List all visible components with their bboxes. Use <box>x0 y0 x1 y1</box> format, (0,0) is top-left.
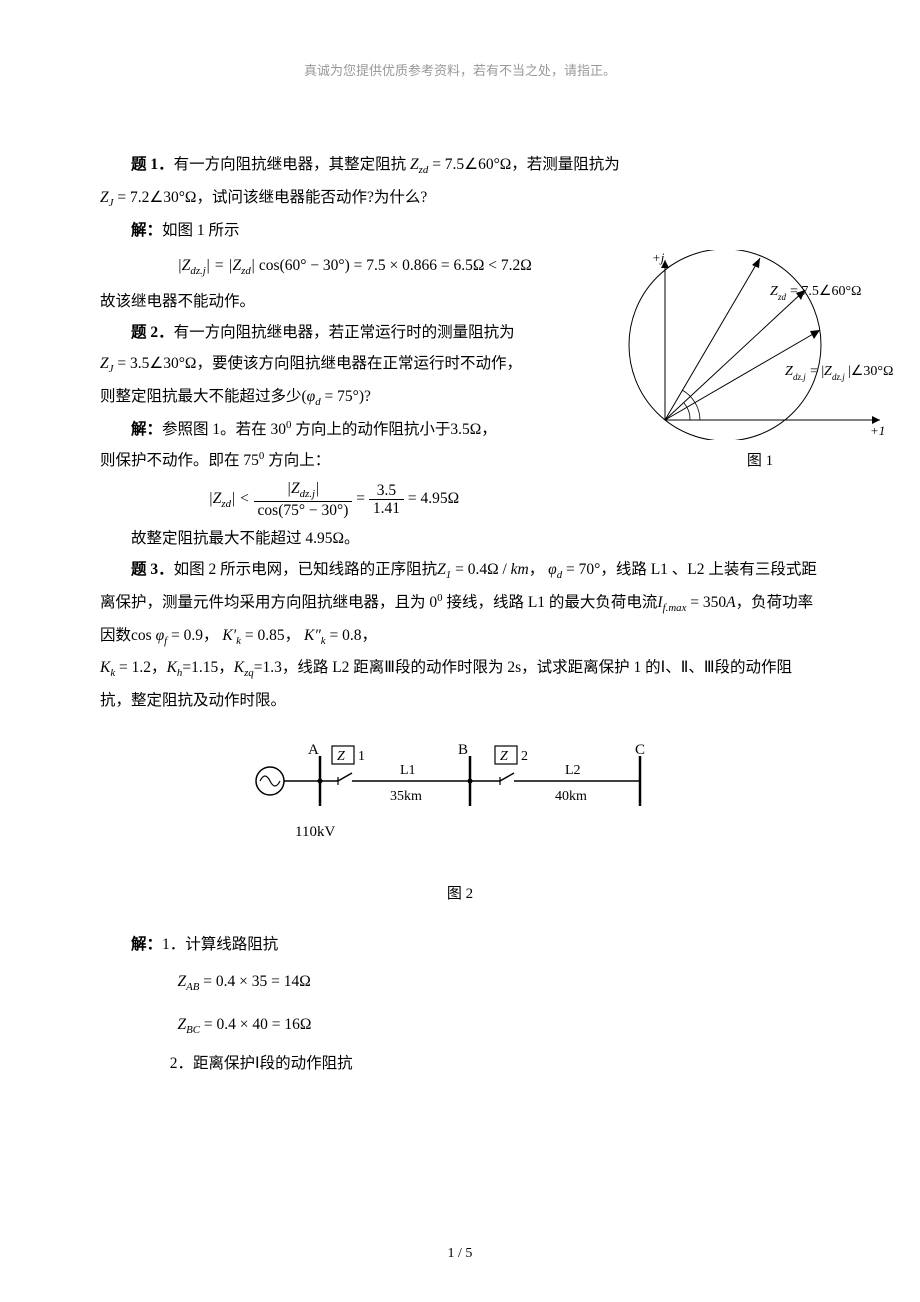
q2-t2: ，要使该方向阻抗继电器在正常运行时不动作， <box>196 355 522 372</box>
q2-sol-t1b: 方向上的动作阻抗小于 <box>291 421 450 438</box>
svg-text:L1: L1 <box>400 763 416 778</box>
q2-eq2: φd = 75° <box>307 388 359 405</box>
svg-text:35km: 35km <box>390 789 422 804</box>
q1-sol-label: 解： <box>131 222 162 239</box>
q1-sol-eq: |Zdz.j| = |Zzd| cos(60° − 30°) = 7.5 × 0… <box>100 250 600 283</box>
q3-eq3: If.max = 350A <box>657 594 735 611</box>
q3-t4: 接线，线路 L1 的最大负荷电流 <box>443 594 658 611</box>
svg-text:Z: Z <box>824 364 832 379</box>
q2-sol-label: 解： <box>131 421 162 438</box>
svg-text:40km: 40km <box>555 789 587 804</box>
page-number: 1 / 5 <box>0 1246 920 1262</box>
q1-label: 题 1． <box>131 156 174 173</box>
q2-line3: 则整定阻抗最大不能超过多少(φd = 75°)? <box>100 381 600 414</box>
header-note: 真诚为您提供优质参考资料，若有不当之处，请指正。 <box>100 60 820 79</box>
q3-sol-head: 解：1．计算线路阻抗 <box>100 929 820 960</box>
q2-sol-t1: 参照图 1。若在 30 <box>162 421 286 438</box>
svg-text:dz.j: dz.j <box>793 372 806 382</box>
svg-text:|∠30°Ω: |∠30°Ω <box>848 364 893 379</box>
svg-text:Z: Z <box>337 749 345 764</box>
q2-line1: 题 2．有一方向阻抗继电器，若正常运行时的测量阻抗为 <box>100 317 600 348</box>
q3-sol1-eq1: ZAB = 0.4 × 35 = 14Ω <box>100 966 820 999</box>
q1-t1: 有一方向阻抗继电器，其整定阻抗 <box>174 156 407 173</box>
q2-conclusion: 故整定阻抗最大不能超过 4.95Ω。 <box>100 523 820 554</box>
q2-label: 题 2． <box>131 324 174 341</box>
figure-2: A Z 1 L1 35km B Z 2 <box>100 736 820 909</box>
q1-conclusion: 故该继电器不能动作。 <box>100 286 600 317</box>
q3-eq1: Z1 = 0.4Ω / km <box>437 561 529 578</box>
q3-line3: Kk = 1.2，Kh=1.15，Kzq=1.3，线路 L2 距离Ⅲ段的动作时限… <box>100 652 820 716</box>
q3-label: 题 3． <box>131 561 174 578</box>
q3-line1: 题 3．如图 2 所示电网，已知线路的正序阻抗Z1 = 0.4Ω / km， φ… <box>100 554 820 652</box>
svg-text:+j: +j <box>652 250 665 265</box>
q2-sol-eq1: 3.5Ω <box>450 421 481 438</box>
q3-t9: ， <box>151 659 167 676</box>
svg-text:1: 1 <box>358 749 365 764</box>
svg-text:L2: L2 <box>565 763 581 778</box>
q3-t7: ， <box>285 627 301 644</box>
svg-text:zd: zd <box>777 292 787 302</box>
svg-text:110kV: 110kV <box>295 824 335 840</box>
q2-sol-t2: 则保护不动作。即在 75 <box>100 452 259 469</box>
q2-line2: ZJ = 3.5∠30°Ω，要使该方向阻抗继电器在正常运行时不动作， <box>100 348 600 381</box>
svg-text:B: B <box>458 742 468 758</box>
q3-t1: 如图 2 所示电网，已知线路的正序阻抗 <box>174 561 438 578</box>
impedance-circle-diagram: +j +1 Z zd = 7.5∠60°Ω Z dz.j = | Z <box>605 250 915 440</box>
q2-eq1: ZJ = 3.5∠30°Ω <box>100 355 196 372</box>
q1-solution-wrap: 解：如图 1 所示 |Zdz.j| = |Zzd| cos(60° − 30°)… <box>100 215 600 445</box>
q3-t8: ， <box>362 627 378 644</box>
svg-text:= 7.5∠60°Ω: = 7.5∠60°Ω <box>790 284 861 299</box>
figure-1-caption: 图 1 <box>605 449 915 470</box>
q3-eq6: K″k = 0.8 <box>304 627 362 644</box>
q2-t4: )? <box>359 388 371 405</box>
bus-a-label: A <box>308 742 319 758</box>
svg-text:2: 2 <box>521 749 528 764</box>
q3-t10: ， <box>218 659 234 676</box>
figure-1: +j +1 Z zd = 7.5∠60°Ω Z dz.j = | Z <box>605 250 915 460</box>
q1-eq2: ZJ = 7.2∠30°Ω <box>100 189 196 206</box>
q2-sol-line1: 解：参照图 1。若在 300 方向上的动作阻抗小于3.5Ω， <box>100 414 600 445</box>
q1-t2: ，若测量阻抗为 <box>511 156 620 173</box>
q2-sol-frac: |Zzd| < |Zdz.j|cos(75° − 30°) = 3.51.41 … <box>100 480 820 519</box>
q3-eq8: Kh=1.15 <box>167 659 219 676</box>
q1-line1: 题 1．有一方向阻抗继电器，其整定阻抗 Zzd = 7.5∠60°Ω，若测量阻抗… <box>100 149 820 182</box>
q1-sol-head: 解：如图 1 所示 <box>100 215 600 246</box>
q3-t2: ， <box>529 561 545 578</box>
svg-text:Z: Z <box>785 364 793 379</box>
q3-t6: ， <box>203 627 219 644</box>
q3-eq2: φd = 70° <box>548 561 600 578</box>
q3-eq4: cos φf = 0.9 <box>131 627 203 644</box>
q1-line2: ZJ = 7.2∠30°Ω，试问该继电器能否动作?为什么? <box>100 182 820 215</box>
q3-sol2-label: 2．距离保护Ⅰ段的动作阻抗 <box>100 1048 820 1079</box>
figure-2-caption: 图 2 <box>100 879 820 909</box>
q1-t3: ，试问该继电器能否动作?为什么? <box>196 189 427 206</box>
svg-text:dz.j: dz.j <box>832 372 845 382</box>
q2-sol-t1c: ， <box>481 421 497 438</box>
q2-t3: 则整定阻抗最大不能超过多少( <box>100 388 307 405</box>
svg-text:Z: Z <box>770 284 778 299</box>
q2-t1: 有一方向阻抗继电器，若正常运行时的测量阻抗为 <box>174 324 515 341</box>
page: 真诚为您提供优质参考资料，若有不当之处，请指正。 +j +1 <box>0 0 920 1302</box>
q1-sol-ref: 如图 1 所示 <box>162 222 240 239</box>
svg-text:+1: +1 <box>870 423 885 438</box>
q1-eq1: Zzd = 7.5∠60°Ω <box>410 156 511 173</box>
q3-eq9: Kzq=1.3 <box>234 659 282 676</box>
network-diagram: A Z 1 L1 35km B Z 2 <box>240 736 680 856</box>
q3-sol1-label: 1．计算线路阻抗 <box>162 936 278 953</box>
q3-eq7: Kk = 1.2 <box>100 659 151 676</box>
q2-sol-t2b: 方向上： <box>264 452 330 469</box>
svg-text:= |: = | <box>810 364 824 379</box>
svg-text:C: C <box>635 742 645 758</box>
q3-sol-label: 解： <box>131 936 162 953</box>
svg-text:Z: Z <box>500 749 508 764</box>
q3-eq5: K′k = 0.85 <box>222 627 284 644</box>
q3-sol1-eq2: ZBC = 0.4 × 40 = 16Ω <box>100 1009 820 1042</box>
